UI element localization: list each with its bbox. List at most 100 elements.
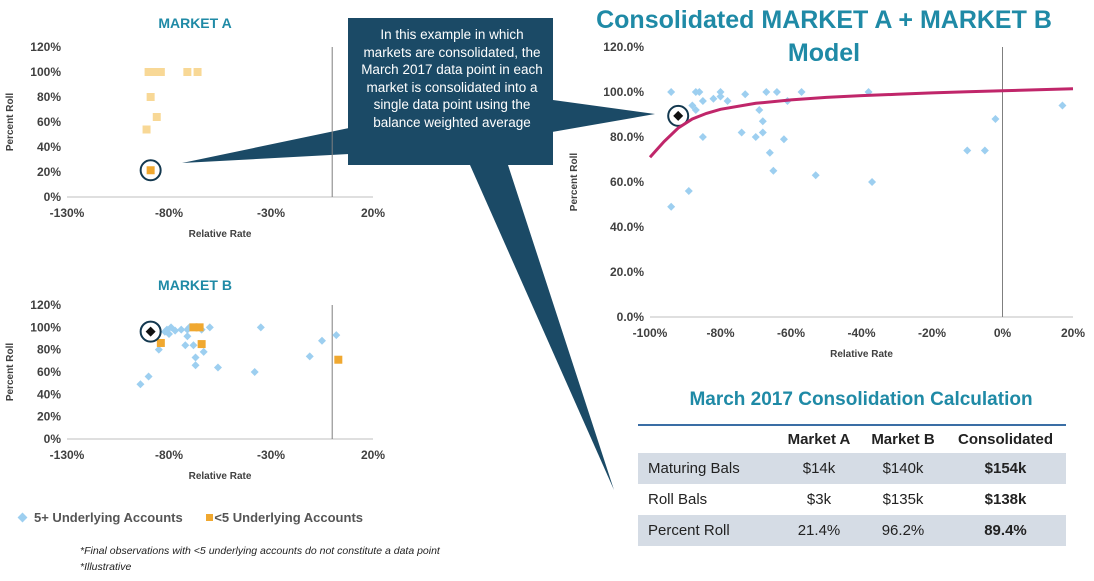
- data-point: [332, 331, 341, 340]
- cell-consolidated: $154k: [945, 453, 1066, 484]
- data-point: [667, 202, 676, 211]
- cell-market-b: $135k: [882, 491, 924, 508]
- highlight-point: [673, 110, 684, 121]
- data-point: [183, 68, 192, 76]
- data-point: [688, 101, 697, 110]
- row-label: Maturing Bals: [638, 453, 777, 484]
- data-point: [716, 92, 725, 101]
- y-tick-label: 120%: [30, 40, 61, 54]
- table-header-blank: [638, 425, 777, 453]
- data-point: [171, 326, 180, 335]
- data-point: [144, 372, 153, 381]
- highlight-point: [146, 166, 155, 175]
- data-point: [152, 113, 161, 121]
- x-tick-label: 0%: [994, 326, 1012, 340]
- table-header-market-b: Market B: [871, 431, 935, 448]
- data-point: [193, 68, 202, 76]
- legend-marker-blue-icon: [17, 512, 28, 523]
- data-point: [797, 88, 806, 96]
- row-label: Roll Bals: [648, 491, 708, 508]
- y-tick-label: 20%: [37, 165, 61, 179]
- data-point: [758, 117, 767, 126]
- x-tick-label: -130%: [50, 206, 85, 220]
- legend-label-5plus: 5+ Underlying Accounts: [34, 510, 183, 525]
- cell-market-b: $140k: [861, 453, 945, 484]
- highlight-point: [145, 326, 156, 337]
- y-tick-label: 60.0%: [610, 175, 644, 189]
- x-tick-label: 20%: [361, 448, 385, 462]
- market-a-chart: MARKET A 0% 20% 40% 60% 80% 100% 120% -130% -80% -…: [5, 15, 385, 240]
- data-point: [183, 332, 192, 341]
- y-tick-label: 60%: [37, 115, 61, 129]
- table-row: Maturing Bals $14k $140k $154k: [638, 453, 1066, 484]
- data-point: [199, 347, 208, 356]
- data-point: [779, 135, 788, 144]
- y-axis-label: Percent Roll: [5, 93, 16, 152]
- callout-pointer-right: [552, 100, 655, 132]
- data-point: [698, 133, 707, 141]
- cell-market-a: 21.4%: [777, 515, 861, 546]
- data-point: [698, 97, 707, 105]
- table-header-market-a: Market A: [787, 431, 851, 448]
- data-point: [758, 128, 767, 137]
- data-point: [1058, 101, 1067, 110]
- y-tick-label: 120.0%: [603, 40, 644, 54]
- table-header-consolidated: Consolidated: [957, 431, 1053, 448]
- data-point: [667, 88, 676, 96]
- y-tick-label: 20.0%: [610, 265, 644, 279]
- x-tick-label: -30%: [257, 448, 285, 462]
- data-point: [191, 361, 200, 370]
- legend: 5+ Underlying Accounts <5 Underlying Acc…: [18, 510, 369, 525]
- callout-text: In this example in which markets are con…: [361, 27, 543, 130]
- data-point: [165, 330, 173, 339]
- x-axis-label: Relative Rate: [830, 349, 893, 360]
- data-point: [213, 363, 222, 372]
- data-point: [684, 187, 693, 195]
- market-b-chart: MARKET B 0% 20% 40% 60% 80% 100% 120% -130% -80% -…: [5, 277, 385, 482]
- data-point: [723, 97, 732, 105]
- x-tick-label: -100%: [633, 326, 668, 340]
- data-point: [152, 68, 161, 76]
- consolidated-chart: 0.0% 20.0% 40.0% 60.0% 80.0% 100.0% 120.0% -100…: [569, 40, 1085, 360]
- x-tick-label: -80%: [155, 206, 183, 220]
- x-axis-label: Relative Rate: [189, 471, 252, 482]
- data-point: [318, 336, 326, 345]
- y-axis-label: Percent Roll: [5, 343, 16, 402]
- y-tick-label: 100%: [30, 320, 61, 334]
- x-tick-label: -20%: [918, 326, 946, 340]
- table-row: Roll Bals $3k $135k $138k: [638, 484, 1066, 515]
- data-point: [963, 146, 972, 155]
- y-tick-label: 100.0%: [603, 85, 644, 99]
- data-point: [691, 106, 700, 114]
- data-point: [197, 340, 206, 349]
- y-tick-label: 100%: [30, 65, 61, 79]
- y-tick-label: 80%: [37, 343, 61, 357]
- data-point: [250, 368, 259, 376]
- data-point: [811, 171, 820, 180]
- data-point: [691, 88, 700, 96]
- legend-marker-orange-icon: [206, 514, 213, 521]
- data-point: [156, 68, 165, 76]
- y-tick-label: 0%: [44, 190, 62, 204]
- footnote-1: *Final observations with <5 underlying a…: [80, 545, 440, 557]
- y-axis-label: Percent Roll: [569, 153, 580, 212]
- cell-consolidated: $138k: [984, 491, 1027, 508]
- table-header-row: Market A Market B Consolidated: [638, 425, 1066, 453]
- cell-market-a: $14k: [777, 453, 861, 484]
- data-point: [737, 128, 746, 137]
- y-tick-label: 0.0%: [617, 310, 645, 324]
- table-row: Percent Roll 21.4% 96.2% 89.4%: [638, 515, 1066, 546]
- data-point: [181, 341, 190, 350]
- data-point: [991, 115, 1000, 123]
- y-tick-label: 80.0%: [610, 130, 644, 144]
- x-tick-label: 20%: [361, 206, 385, 220]
- y-tick-label: 40.0%: [610, 220, 644, 234]
- y-tick-label: 80%: [37, 90, 61, 104]
- data-point: [762, 88, 771, 96]
- cell-market-b: 96.2%: [861, 515, 945, 546]
- data-point: [741, 90, 750, 99]
- data-point: [751, 133, 760, 141]
- data-point: [205, 323, 214, 332]
- y-tick-label: 60%: [37, 365, 61, 379]
- callout-box: [348, 18, 553, 165]
